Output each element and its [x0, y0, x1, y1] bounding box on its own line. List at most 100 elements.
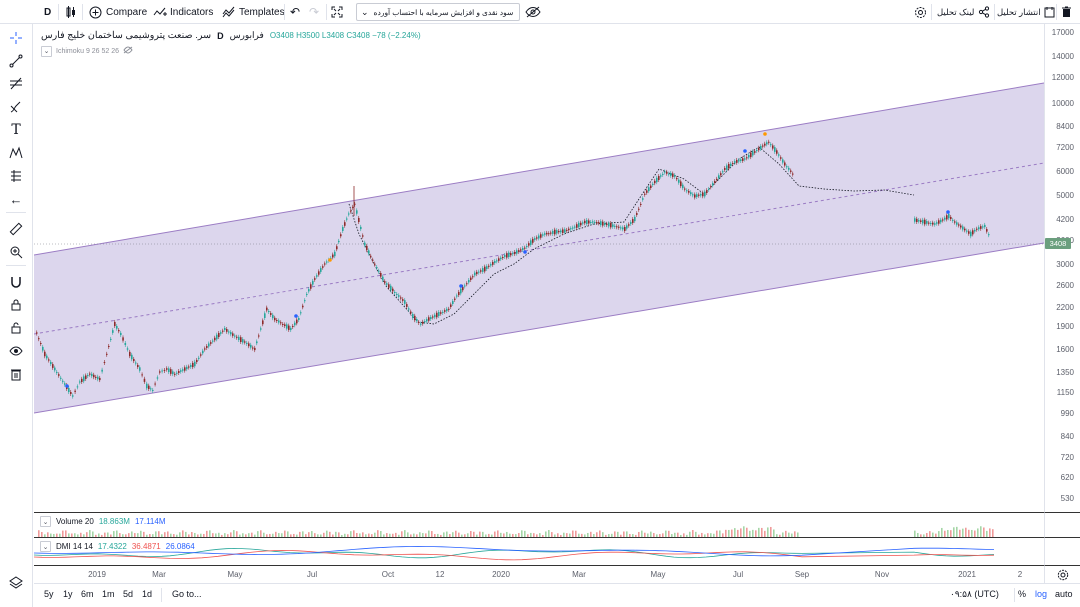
undo-icon[interactable]: ↶ — [290, 5, 301, 19]
trash-icon[interactable] — [1061, 3, 1072, 21]
prediction-tool-icon[interactable] — [6, 166, 26, 186]
range-button-5y[interactable]: 5y — [44, 589, 54, 599]
volume-bar — [629, 533, 631, 537]
auto-scale-toggle[interactable]: auto — [1055, 589, 1073, 599]
fullscreen-icon[interactable] — [331, 3, 343, 21]
analysis-link-button[interactable]: لینک تحلیل — [937, 3, 990, 21]
candle-body — [464, 285, 466, 287]
interval-button[interactable]: D — [44, 3, 51, 21]
pattern-tool-icon[interactable] — [6, 143, 26, 163]
hide-drawings-icon[interactable] — [525, 3, 541, 21]
trend-line-icon[interactable] — [6, 51, 26, 71]
layers-icon[interactable] — [6, 572, 26, 592]
price-axis[interactable]: 17000 14000 12000 10000 8400 7200 6000 5000 4200… — [1044, 24, 1080, 512]
collapse-volume-icon[interactable]: ⌄ — [40, 516, 51, 527]
adx-line — [34, 545, 995, 557]
range-button-1m[interactable]: 1m — [102, 589, 115, 599]
settings-gear-icon[interactable] — [914, 3, 927, 21]
candle-body — [308, 289, 310, 292]
candle-body — [490, 264, 492, 266]
volume-bar — [533, 533, 535, 537]
unlock-icon[interactable] — [6, 318, 26, 338]
volume-bars — [38, 526, 994, 537]
text-tool-icon[interactable]: T — [11, 122, 21, 138]
volume-pane[interactable]: ⌄ Volume 20 18.863M 17.114M — [34, 512, 1044, 537]
eye-hidden-icon[interactable] — [123, 46, 133, 56]
price-chart-pane[interactable] — [34, 24, 1044, 512]
candle-body — [412, 313, 414, 319]
candle-body — [702, 192, 704, 197]
channel-lower-line[interactable] — [34, 242, 1044, 414]
volume-bar — [638, 531, 640, 537]
candle-style-icon[interactable] — [64, 3, 78, 21]
brush-icon[interactable] — [6, 97, 26, 117]
eye-icon[interactable] — [6, 341, 26, 361]
volume-bar — [287, 531, 289, 537]
volume-ma-value: 17.114M — [134, 517, 166, 526]
time-axis[interactable]: 2019 Mar May Jul Oct 12 2020 Mar May Jul Sep Nov 202… — [34, 565, 1044, 583]
channel-median-line[interactable] — [34, 162, 1044, 335]
volume-bar — [599, 530, 601, 537]
utc-clock[interactable]: ۰۹:۵۸ (UTC) — [950, 589, 999, 599]
percent-scale-toggle[interactable]: % — [1018, 589, 1027, 599]
magnet-icon[interactable] — [6, 272, 26, 292]
candle-body — [366, 245, 368, 251]
candle-body — [480, 270, 482, 272]
candle-body — [686, 190, 688, 192]
templates-button[interactable]: Templates — [222, 3, 285, 21]
candle-body — [282, 323, 284, 325]
ichimoku-legend[interactable]: ⌄ Ichimoku 9 26 52 26 — [41, 45, 133, 57]
candle-body — [780, 157, 782, 159]
volume-bar — [518, 533, 520, 537]
candle-body — [610, 223, 612, 228]
candle-body — [678, 179, 680, 183]
arrow-left-icon[interactable]: ← — [9, 191, 23, 207]
price-chart-canvas[interactable] — [34, 24, 1044, 512]
ruler-icon[interactable] — [6, 219, 26, 239]
channel-upper-line[interactable] — [34, 82, 1044, 256]
price-tick: 1900 — [1056, 322, 1074, 331]
goto-button[interactable]: Go to... — [172, 589, 202, 599]
volume-bar — [167, 531, 169, 537]
volume-bar — [506, 531, 508, 537]
dmi-pane[interactable]: ⌄ DMI 14 14 17.4322 36.4871 26.0864 — [34, 537, 1044, 565]
volume-bar — [134, 533, 136, 537]
layout-select[interactable]: ⌄ سود نقدی و افزایش سرمایه با احتساب آور… — [356, 3, 520, 21]
lock-drawings-icon[interactable] — [6, 295, 26, 315]
redo-icon[interactable]: ↷ — [309, 5, 320, 19]
volume-bar — [617, 531, 619, 537]
remove-drawings-icon[interactable] — [6, 364, 26, 384]
zoom-in-icon[interactable] — [6, 242, 26, 262]
volume-bar — [296, 534, 298, 537]
volume-bar — [509, 533, 511, 537]
collapse-dmi-icon[interactable]: ⌄ — [40, 541, 51, 552]
symbol-name[interactable]: سر. صنعت پتروشیمی ساختمان خلیج فارس — [41, 30, 212, 41]
range-button-1d[interactable]: 1d — [142, 589, 153, 599]
collapse-legend-icon[interactable]: ⌄ — [41, 45, 52, 57]
candle-body — [79, 381, 81, 383]
candle-body — [200, 354, 202, 356]
range-button-5d[interactable]: 5d — [123, 589, 134, 599]
compare-button[interactable]: Compare — [89, 3, 147, 21]
volume-bar — [929, 531, 931, 537]
volume-bar — [98, 533, 100, 537]
indicators-button[interactable]: Indicators — [153, 3, 213, 21]
volume-bar — [401, 531, 403, 537]
volume-bar — [746, 527, 748, 537]
candle-body — [656, 177, 658, 183]
candle-body — [103, 362, 106, 364]
candle-body — [632, 219, 634, 223]
publish-analysis-button[interactable]: انتشار تحلیل — [997, 3, 1055, 21]
crosshair-icon[interactable] — [6, 28, 26, 48]
log-scale-toggle[interactable]: log — [1035, 589, 1048, 599]
fib-tool-icon[interactable] — [6, 74, 26, 94]
range-button-1y[interactable]: 1y — [63, 589, 73, 599]
candle-body — [228, 331, 230, 333]
candle-body — [966, 230, 968, 232]
chart-settings-icon[interactable] — [1044, 565, 1080, 583]
volume-bar — [917, 533, 919, 537]
volume-bar — [791, 533, 793, 537]
volume-bar — [539, 533, 541, 537]
range-button-6m[interactable]: 6m — [81, 589, 94, 599]
candle-body — [668, 173, 670, 175]
